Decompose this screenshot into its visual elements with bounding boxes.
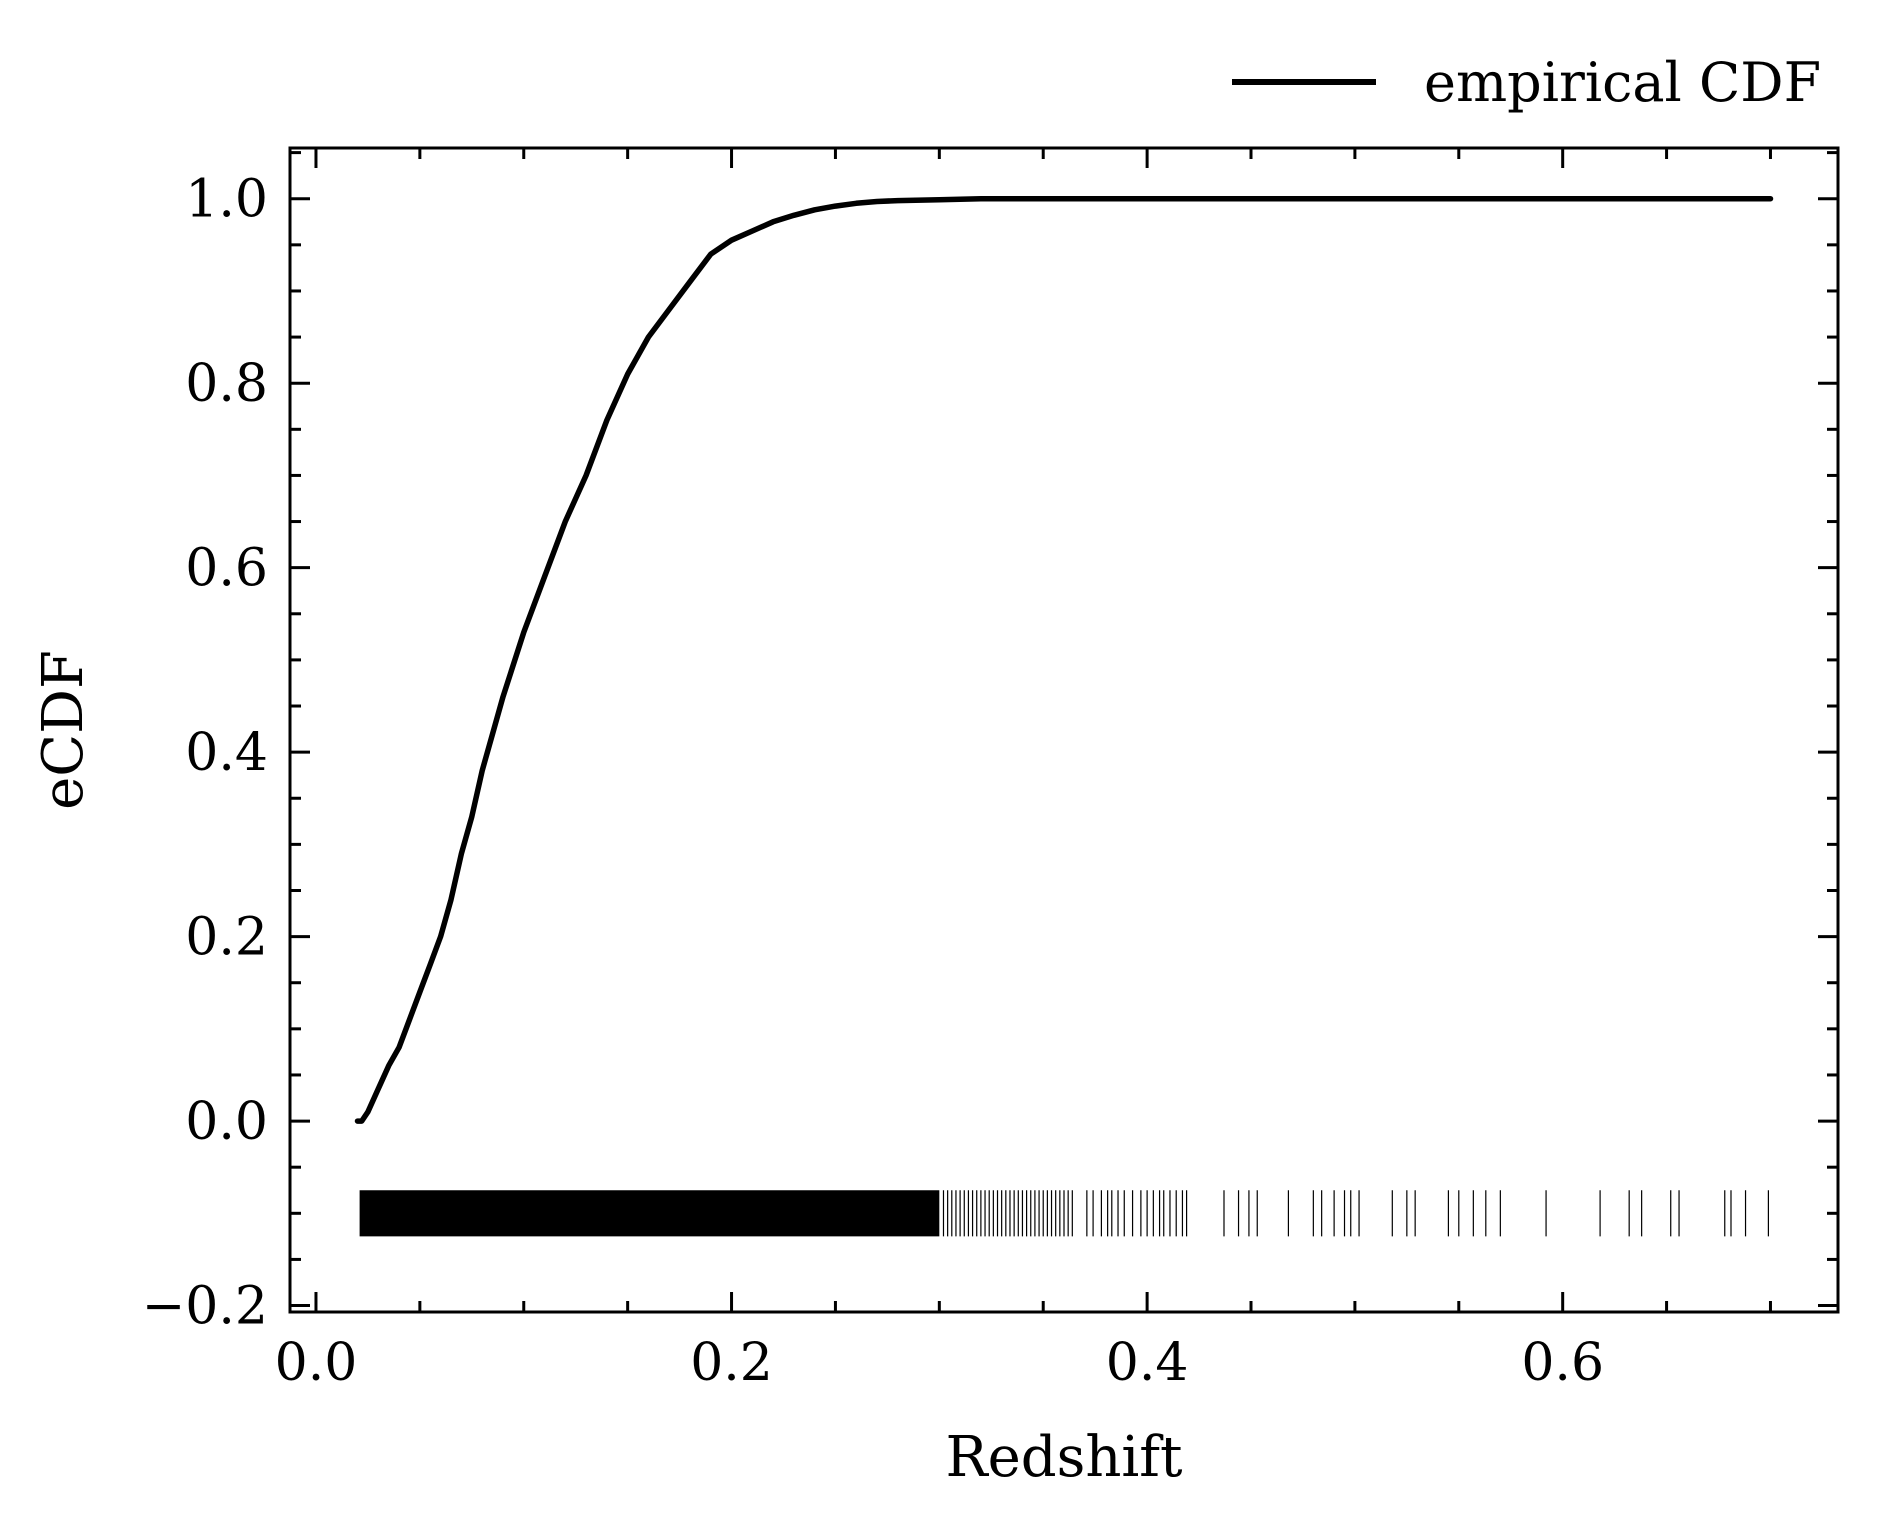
x-tick-label: 0.6 — [1521, 1333, 1604, 1393]
y-tick-label: −0.2 — [142, 1277, 268, 1337]
y-tick-label: 1.0 — [185, 170, 268, 230]
x-axis-label: Redshift — [945, 1425, 1183, 1490]
y-tick-label: 0.6 — [185, 539, 268, 599]
axes-frame — [288, 146, 1840, 1314]
series-line — [354, 195, 1774, 1124]
y-tick-label: 0.2 — [185, 908, 268, 968]
x-tick-label: 0.0 — [275, 1333, 358, 1393]
rug-dense-block — [359, 1190, 940, 1237]
y-tick-label: 0.8 — [185, 354, 268, 414]
tick-labels: 0.0 0.2 0.4 0.6−0.20.00.20.40.60.81.0 — [142, 170, 1604, 1393]
x-tick-label: 0.4 — [1106, 1333, 1189, 1393]
rug-plot — [359, 1190, 1769, 1237]
x-tick-label: 0.2 — [690, 1333, 773, 1393]
legend-label: empirical CDF — [1424, 51, 1821, 114]
y-tick-label: 0.4 — [185, 723, 268, 783]
line-series — [354, 195, 1774, 1124]
legend: empirical CDF — [1232, 51, 1821, 114]
y-tick-label: 0.0 — [185, 1092, 268, 1152]
y-axis-label: eCDF — [31, 650, 96, 810]
axis-ticks — [290, 148, 1838, 1312]
